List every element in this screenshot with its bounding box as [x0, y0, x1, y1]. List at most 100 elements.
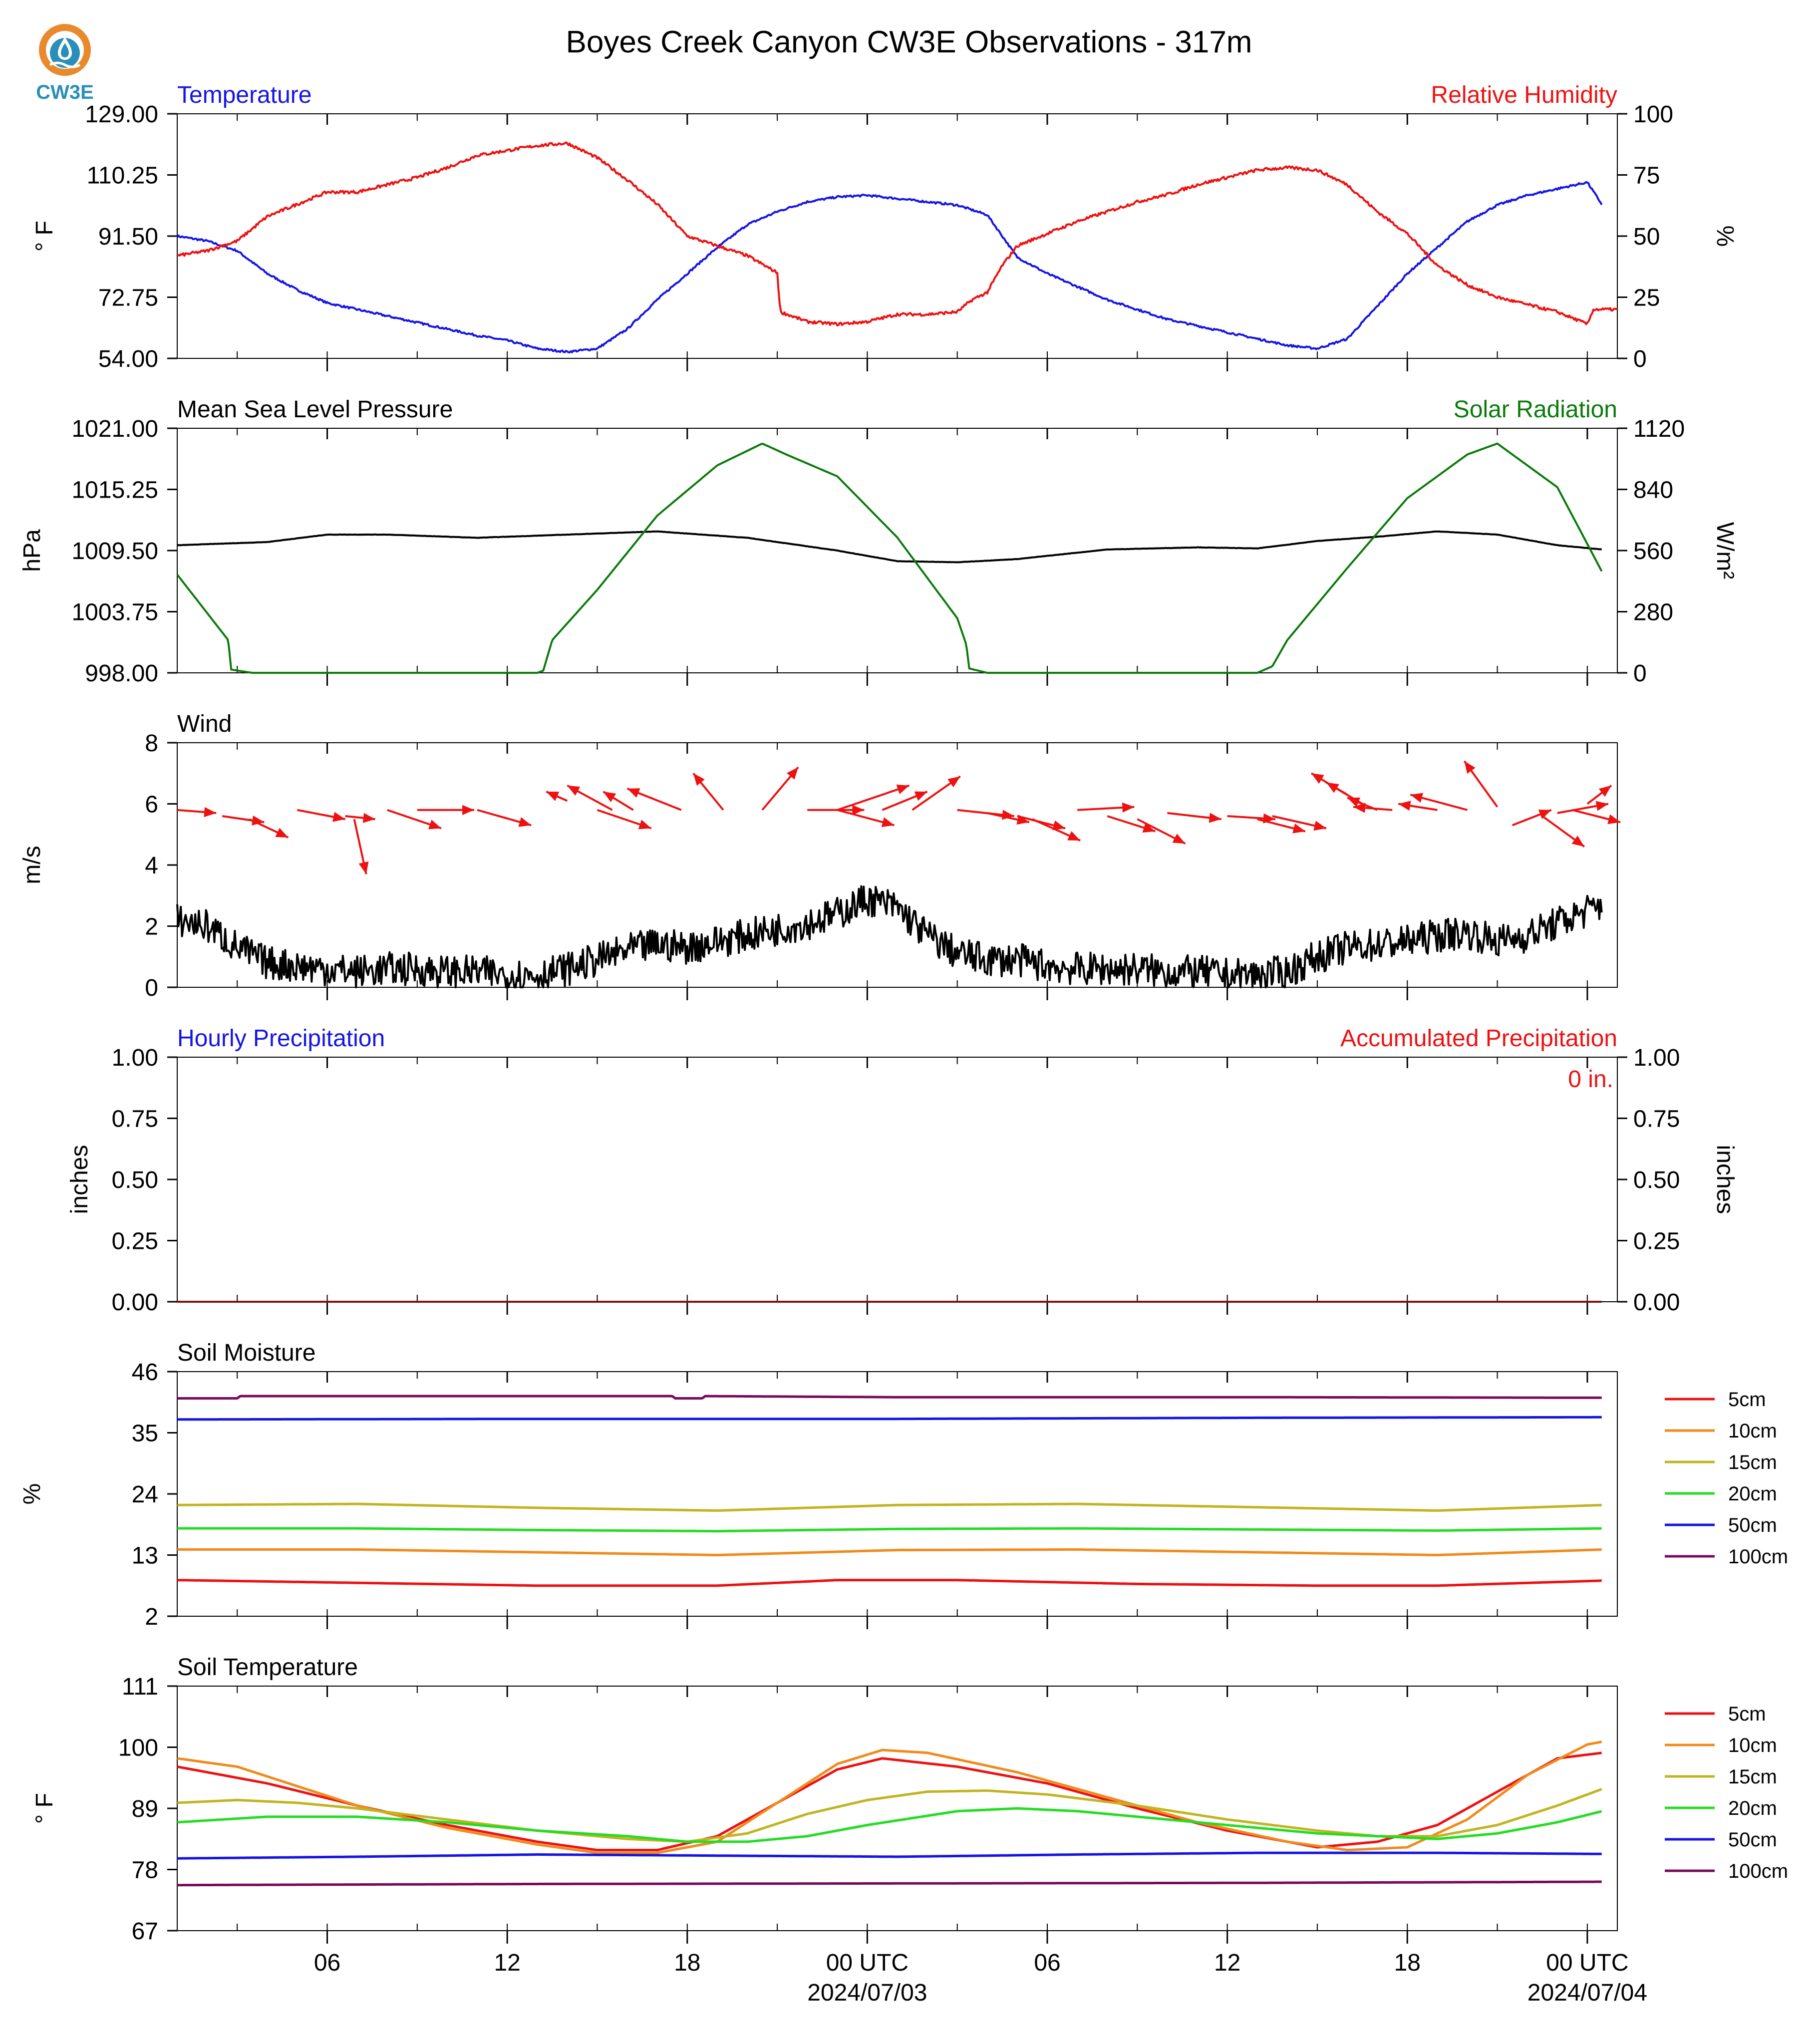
plot-frame [177, 1686, 1618, 1931]
y-tick-label: 110.25 [87, 163, 158, 189]
y-tick-label: 0.25 [112, 1228, 158, 1255]
legend-label: 100cm [1728, 1860, 1788, 1882]
legend-label: 20cm [1728, 1483, 1777, 1505]
y-tick-label: 67 [132, 1918, 158, 1945]
wind-vector-head [1398, 801, 1411, 811]
series-line-5cm [177, 1751, 1602, 1851]
y-right-tick-label: 840 [1633, 477, 1673, 504]
series-line [177, 141, 1618, 326]
x-tick-label: 12 [494, 1950, 520, 1976]
y-axis-label: % [19, 1483, 45, 1505]
y-tick-label: 0.00 [112, 1289, 158, 1316]
wind-vector-head [428, 820, 441, 830]
wind-vector-head [518, 817, 532, 827]
wind-vector-head [1122, 802, 1135, 813]
wind-vector-head [358, 861, 369, 874]
x-tick-date-label: 2024/07/03 [807, 1980, 927, 2006]
y-tick-label: 0.50 [112, 1167, 158, 1193]
series-line-10cm [177, 1548, 1602, 1556]
panel-title: Hourly Precipitation [177, 1025, 385, 1052]
series-line-20cm [177, 1527, 1602, 1533]
y-tick-label: 89 [132, 1796, 158, 1822]
wind-vector-head [1598, 785, 1611, 797]
x-tick-label: 00 UTC [1546, 1950, 1628, 1976]
wind-vector-head [252, 815, 265, 826]
y-tick-label: 4 [145, 853, 158, 879]
wind-vector-head [947, 776, 960, 788]
series-line-15cm [177, 1788, 1602, 1843]
wind-vector-head [1067, 831, 1081, 841]
y-axis-label: ° F [31, 221, 58, 252]
series-line-50cm [177, 1416, 1602, 1421]
y-right-tick-label: 0.75 [1633, 1106, 1680, 1133]
wind-vector-head [546, 792, 560, 801]
panel-hourly-precipitation: Hourly Precipitation Accumulated Precipit… [66, 1025, 1738, 1316]
wind-vector-head [1595, 801, 1608, 811]
y-right-tick-label: 0.50 [1633, 1167, 1680, 1193]
y-tick-label: 6 [145, 792, 158, 818]
y-axis-label: m/s [19, 846, 45, 884]
panel-soil-temperature: Soil Temperature 06 12 18 00 UTC 2024/07/03 06… [31, 1654, 1788, 2006]
y-right-tick-label: 100 [1633, 101, 1673, 128]
y-axis-label: ° F [31, 1793, 58, 1824]
y-tick-label: 91.50 [98, 224, 158, 250]
y-tick-label: 8 [145, 730, 158, 757]
legend-label: 15cm [1728, 1766, 1777, 1788]
wind-vector-head [1142, 823, 1156, 833]
y-right-tick-label: 1.00 [1633, 1045, 1680, 1071]
legend-label: 15cm [1728, 1451, 1777, 1473]
x-tick-label: 06 [314, 1950, 340, 1976]
wind-vector-head [1353, 803, 1366, 813]
series-line-100cm [177, 1395, 1602, 1400]
y-tick-label: 1021.00 [71, 416, 158, 442]
wind-vector-head [603, 792, 616, 803]
legend-label: 10cm [1728, 1735, 1777, 1756]
y-right-tick-label: 0 [1633, 346, 1647, 372]
wind-vector-head [1571, 835, 1584, 847]
plot-frame [177, 428, 1618, 673]
y-tick-label: 998.00 [85, 660, 158, 687]
series-line [176, 181, 1603, 353]
y-tick-label: 129.00 [85, 101, 158, 128]
x-tick-label: 12 [1214, 1950, 1240, 1976]
wind-vector-head [786, 767, 799, 780]
wind-vector-head [1292, 823, 1305, 834]
x-tick-label: 18 [674, 1950, 700, 1976]
wind-vector-head [204, 807, 217, 818]
y-tick-label: 24 [132, 1481, 158, 1508]
series-line-100cm [177, 1880, 1602, 1887]
y-right-tick-label: 75 [1633, 163, 1660, 189]
legend-label: 5cm [1728, 1703, 1766, 1725]
y-tick-label: 78 [132, 1857, 158, 1884]
y-tick-label: 35 [132, 1421, 158, 1447]
wind-vector-head [362, 813, 375, 823]
panel-title: Temperature [177, 82, 311, 108]
wind-vector-head [638, 820, 651, 830]
wind-vector-head [275, 828, 289, 838]
panel-mean-sea-level-pressure: Mean Sea Level Pressure Solar Radiation 99… [19, 396, 1738, 687]
wind-vector-head [1313, 821, 1326, 831]
wind-vector-head [881, 817, 895, 827]
wind-vector-head [896, 784, 910, 795]
series-line-20cm [177, 1807, 1602, 1843]
cw3e-logo: CW3E [30, 19, 100, 104]
wind-vector-head [462, 805, 475, 815]
y-tick-label: 111 [122, 1674, 158, 1700]
plot-frame [177, 113, 1618, 359]
panel-title: Soil Temperature [177, 1654, 358, 1681]
series-line-5cm [177, 1579, 1602, 1587]
y-tick-label: 54.00 [98, 346, 158, 372]
panel-title: Soil Moisture [177, 1340, 315, 1366]
y-tick-label: 0 [145, 975, 158, 1001]
series-line [176, 885, 1603, 988]
y-axis-label: hPa [19, 529, 45, 572]
panel-wind: Wind 0 2 4 6 8 m/s [19, 711, 1621, 1001]
y-tick-label: 1009.50 [71, 538, 158, 565]
x-tick-label: 06 [1034, 1950, 1060, 1976]
legend-label: 5cm [1728, 1389, 1766, 1411]
figure-title: Boyes Creek Canyon CW3E Observations - 3… [566, 25, 1252, 59]
wind-vector-head [1464, 761, 1476, 774]
logo-text: CW3E [36, 81, 94, 103]
series-line-50cm [177, 1851, 1602, 1860]
